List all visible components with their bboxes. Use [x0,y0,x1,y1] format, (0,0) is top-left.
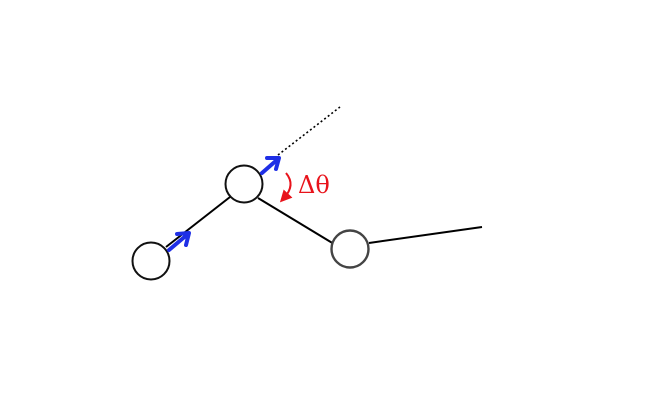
direction-arrow-2-icon [260,156,281,175]
direction-arrow-1-icon [167,231,191,252]
bond-extension-dotted [277,106,341,156]
bond-3-tail [368,226,483,244]
node-2 [224,164,264,204]
angle-arc-arrow-icon [279,172,293,203]
bond-2-3 [257,197,335,245]
bond-1-2 [165,196,231,248]
node-1 [131,241,171,281]
angle-label: Δθ [298,171,330,199]
node-3 [330,229,370,269]
